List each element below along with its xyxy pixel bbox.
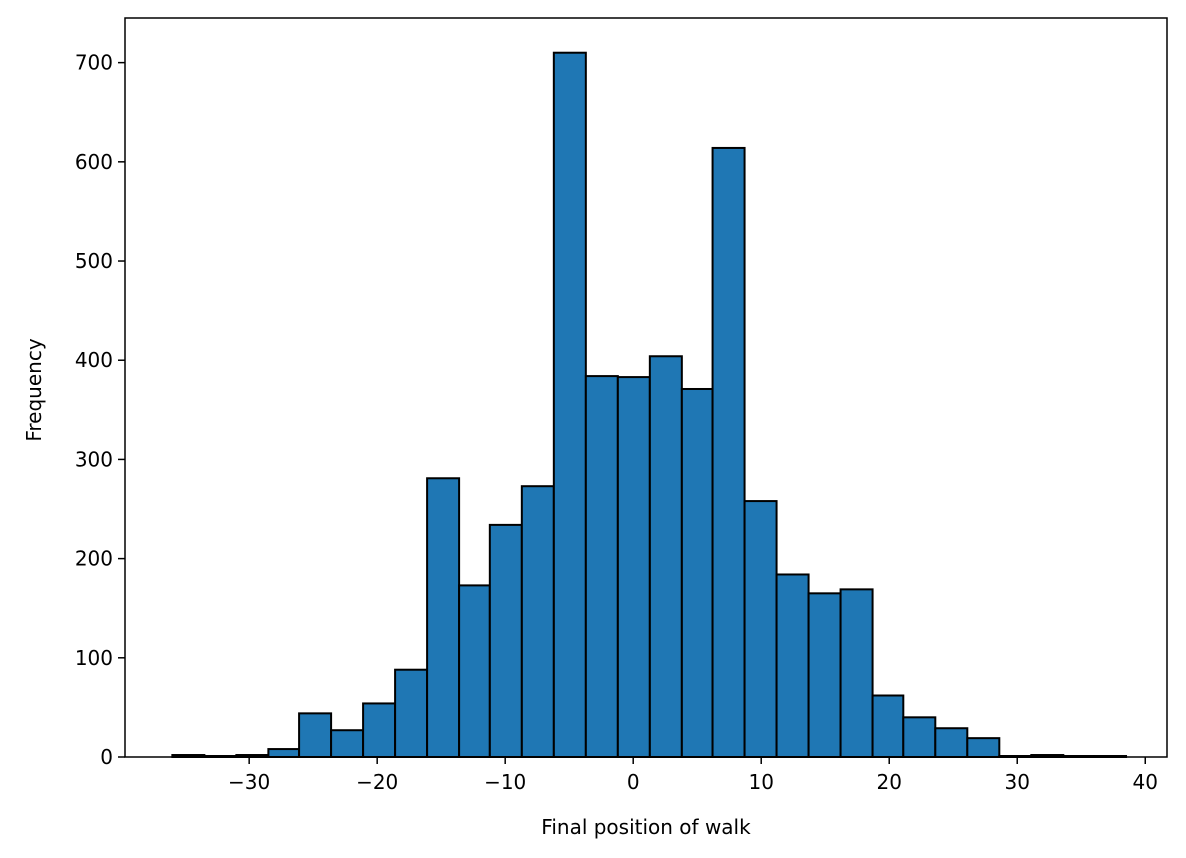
x-axis-ticks: −30 −20 −10 0 10 20 30 40 [228,757,1158,794]
histogram-bar [584,375,619,758]
histogram-bar [616,376,651,758]
histogram-bar [458,584,491,759]
x-tick-label: 30 [1005,770,1030,794]
y-axis-ticks: 0 100 200 300 400 500 600 700 [75,51,125,769]
x-tick-label: −30 [228,770,270,794]
histogram-bar [488,523,523,759]
x-tick-label: 40 [1133,770,1158,794]
histogram-bar [552,51,587,758]
histogram-bar [362,702,397,758]
y-tick-label: 300 [75,447,113,471]
plot-frame [124,17,1168,758]
y-tick-label: 200 [75,547,113,571]
histogram-bar [267,748,301,759]
histogram-bar [711,146,746,759]
histogram-bar [871,694,905,758]
histogram-bar [807,592,842,758]
histogram-bar [426,477,461,758]
y-tick-label: 100 [75,646,113,670]
histogram-bar [648,355,683,758]
y-tick-label: 700 [75,51,113,75]
histogram-bar [330,729,365,759]
y-tick-label: 0 [100,745,113,769]
y-tick-label: 400 [75,348,113,372]
x-axis-label: Final position of walk [541,815,751,839]
x-tick-label: −20 [356,770,398,794]
y-tick-label: 600 [75,150,113,174]
histogram-bar [298,712,333,759]
y-tick-label: 500 [75,249,113,273]
histogram-bar [680,387,714,758]
histogram-bar [743,500,778,758]
histogram-bar [839,588,874,759]
histogram-bar [902,716,937,758]
histogram-bar [966,737,1001,758]
x-tick-label: 0 [627,770,640,794]
histogram-bar [934,727,969,759]
histogram-bar [520,485,555,758]
x-tick-label: 10 [748,770,773,794]
y-axis-label: Frequency [22,338,46,441]
histogram-bar [394,668,429,759]
histogram-bar [775,573,810,758]
x-tick-label: −10 [484,770,526,794]
x-tick-label: 20 [876,770,901,794]
bars-group [171,51,1128,759]
